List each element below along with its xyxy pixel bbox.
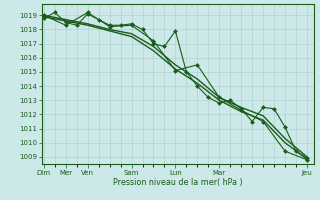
X-axis label: Pression niveau de la mer( hPa ): Pression niveau de la mer( hPa )	[113, 178, 243, 187]
